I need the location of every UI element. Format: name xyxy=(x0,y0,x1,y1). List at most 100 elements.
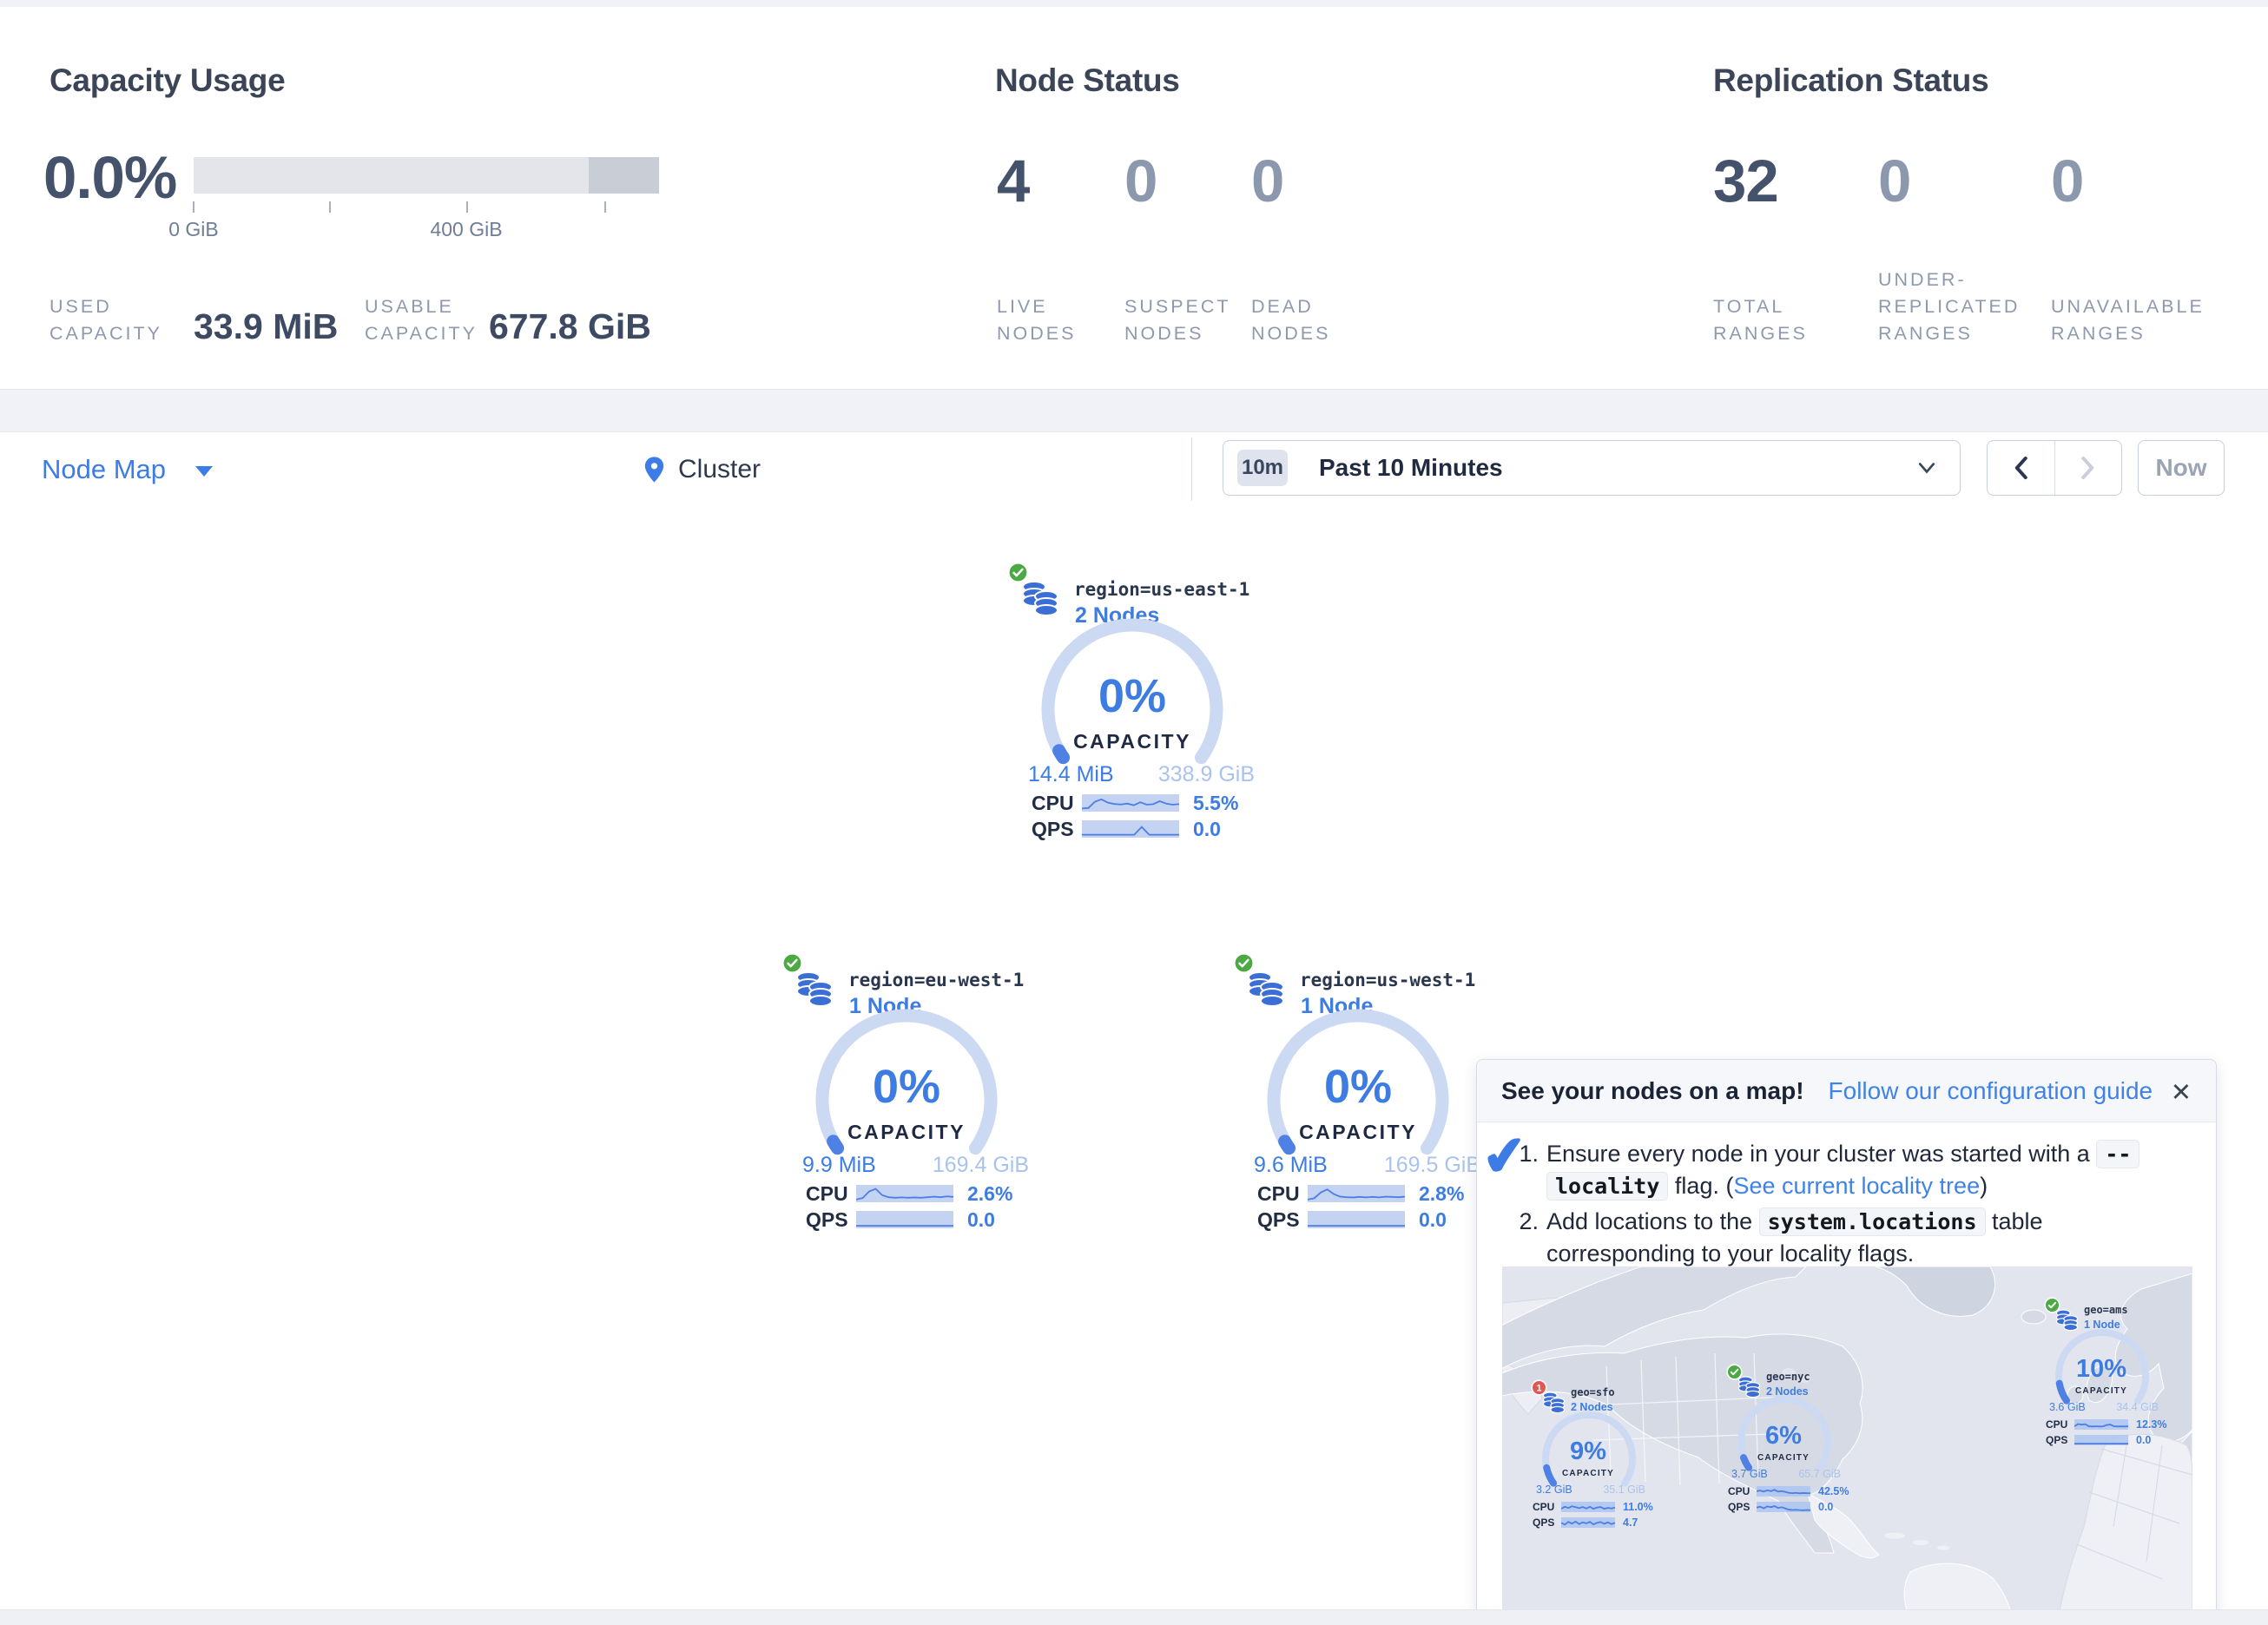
capacity-percent: 9% xyxy=(1570,1438,1606,1465)
time-nav xyxy=(1987,440,2122,496)
step-text: Ensure every node in your cluster was st… xyxy=(1546,1138,2185,1202)
chevron-down-icon xyxy=(1918,462,1935,474)
locality-tree-link[interactable]: See current locality tree xyxy=(1733,1173,1981,1199)
world-map-land xyxy=(1502,1266,2192,1621)
view-selector-label: Node Map xyxy=(42,453,167,484)
cpu-row: CPU 2.8% xyxy=(1257,1182,1485,1205)
suspect-nodes-value: 0 xyxy=(1124,148,1157,214)
capacity-total: 169.4 GiB xyxy=(932,1153,1029,1177)
time-prev-button[interactable] xyxy=(1988,441,2055,495)
capacity-total: 169.5 GiB xyxy=(1383,1153,1480,1177)
qps-value: 0.0 xyxy=(2136,1433,2152,1446)
capacity-total: 338.9 GiB xyxy=(1157,762,1255,786)
region-node-us-east-1[interactable]: region=us-east-1 2 Nodes 0% CAPACITY 14.… xyxy=(999,560,1259,855)
breadcrumb[interactable]: Cluster xyxy=(643,432,761,506)
axis-tick xyxy=(329,201,331,213)
dead-nodes-value: 0 xyxy=(1251,148,1284,214)
unavailable-value: 0 xyxy=(2051,148,2084,214)
cpu-value: 11.0% xyxy=(1623,1500,1653,1513)
caret-down-icon xyxy=(195,465,214,477)
capacity-gauge xyxy=(1041,618,1223,765)
region-node-us-west-1[interactable]: region=us-west-1 1 Node 0% CAPACITY 9.6 … xyxy=(1224,951,1485,1246)
capacity-used: 3.7 GiB xyxy=(1731,1468,1768,1480)
capacity-percent: 0% xyxy=(1323,1061,1393,1113)
region-locality: region=eu-west-1 xyxy=(848,970,1025,990)
time-range-label: Past 10 Minutes xyxy=(1319,454,1503,481)
axis-tick-label: 0 GiB xyxy=(168,218,219,240)
under-replicated-label: UNDER-REPLICATED RANGES xyxy=(1878,269,2021,344)
code-locality-flag-b: locality xyxy=(1546,1172,1669,1201)
usable-capacity-label: USABLE CAPACITY xyxy=(365,296,478,344)
step-text-part: flag. ( xyxy=(1668,1173,1734,1199)
step-number: 1. xyxy=(1519,1141,1539,1167)
qps-value: 4.7 xyxy=(1623,1516,1638,1529)
code-locality-flag-a: -- xyxy=(2096,1140,2140,1168)
node-map-setup-popup: See your nodes on a map! Follow our conf… xyxy=(1476,1059,2217,1625)
qps-value: 0.0 xyxy=(1818,1500,1834,1513)
step-text-part: ) xyxy=(1980,1173,1988,1199)
chevron-right-icon xyxy=(2080,456,2095,480)
capacity-bar-segment xyxy=(589,157,659,194)
qps-sparkline xyxy=(1561,1516,1615,1528)
cpu-sparkline xyxy=(1561,1501,1615,1512)
capacity-used: 3.2 GiB xyxy=(1536,1484,1572,1496)
step-text: Add locations to the system.locations ta… xyxy=(1546,1206,2185,1269)
time-next-button[interactable] xyxy=(2055,441,2122,495)
qps-label: QPS xyxy=(1533,1516,1555,1529)
qps-label: QPS xyxy=(2046,1433,2068,1446)
capacity-gauge xyxy=(815,1009,998,1155)
used-capacity-value: 33.9 MiB xyxy=(194,306,339,346)
capacity-gauge xyxy=(1542,1411,1636,1487)
capacity-word: CAPACITY xyxy=(1562,1469,1614,1478)
under-replicated-value: 0 xyxy=(1878,148,1911,214)
region-node-eu-west-1[interactable]: region=eu-west-1 1 Node 0% CAPACITY 9.9 … xyxy=(773,951,1033,1246)
step-text-part: Add locations to the xyxy=(1546,1208,1759,1234)
qps-sparkline xyxy=(1757,1501,1810,1512)
capacity-used: 3.6 GiB xyxy=(2049,1401,2086,1413)
capacity-gauge xyxy=(1737,1396,1831,1471)
configuration-guide-link[interactable]: Follow our configuration guide xyxy=(1828,1076,2153,1104)
cpu-sparkline xyxy=(2074,1418,2128,1430)
capacity-percent: 0.0% xyxy=(43,144,177,211)
mini-node-geo-ams: geo=ams 1 Node 10% CAPACITY 3.6 GiB 34.4… xyxy=(2041,1285,2179,1454)
toolbar-divider xyxy=(1191,438,1192,501)
node-status-title: Node Status xyxy=(995,62,1180,98)
qps-row: QPS 0.0 xyxy=(1257,1208,1485,1231)
total-ranges-value: 32 xyxy=(1713,148,1779,214)
popup-title: See your nodes on a map! xyxy=(1501,1076,1804,1104)
now-button[interactable]: Now xyxy=(2138,440,2225,496)
time-range-selector[interactable]: 10m Past 10 Minutes xyxy=(1223,440,1961,496)
cpu-label: CPU xyxy=(1032,791,1074,814)
region-locality: region=us-east-1 xyxy=(1074,579,1250,600)
view-selector-dropdown[interactable]: Node Map xyxy=(42,432,214,506)
used-capacity-label: USED CAPACITY xyxy=(49,296,162,344)
cpu-row: CPU 2.6% xyxy=(806,1181,1033,1205)
qps-value: 0.0 xyxy=(1193,817,1221,840)
step-text-part: Ensure every node in your cluster was st… xyxy=(1546,1141,2097,1167)
qps-label: QPS xyxy=(1728,1500,1750,1513)
capacity-usage-title: Capacity Usage xyxy=(49,62,286,98)
chevron-left-icon xyxy=(2014,456,2028,480)
cpu-value: 2.6% xyxy=(967,1181,1013,1205)
capacity-word: CAPACITY xyxy=(1299,1121,1417,1143)
qps-sparkline xyxy=(856,1211,953,1228)
close-icon[interactable]: ✕ xyxy=(2170,1079,2192,1107)
capacity-word: CAPACITY xyxy=(1757,1453,1810,1463)
capacity-percent: 10% xyxy=(2075,1355,2127,1383)
summary-bar: Capacity Usage 0.0% 0 GiB 400 GiB USED C… xyxy=(0,7,2268,390)
capacity-gauge xyxy=(1267,1009,1449,1155)
capacity-percent: 0% xyxy=(1098,670,1167,722)
node-count: 2 Nodes xyxy=(1766,1385,1809,1398)
qps-row: QPS 0.0 xyxy=(2046,1433,2176,1446)
setup-steps: 1. Ensure every node in your cluster was… xyxy=(1516,1138,2185,1273)
live-nodes-value: 4 xyxy=(997,148,1030,214)
usable-capacity-value: 677.8 GiB xyxy=(489,306,651,346)
capacity-used: 9.6 MiB xyxy=(1254,1153,1328,1177)
capacity-total: 34.4 GiB xyxy=(2116,1401,2159,1413)
node-map-canvas: region=us-east-1 2 Nodes 0% CAPACITY 14.… xyxy=(0,506,2268,1625)
live-nodes-label: LIVE NODES xyxy=(997,296,1077,344)
popup-header: See your nodes on a map! Follow our conf… xyxy=(1477,1060,2216,1122)
time-range-badge: 10m xyxy=(1237,450,1288,486)
mini-node-geo-nyc: geo=nyc 2 Nodes 6% CAPACITY 3.7 GiB 65.7… xyxy=(1723,1352,1862,1521)
